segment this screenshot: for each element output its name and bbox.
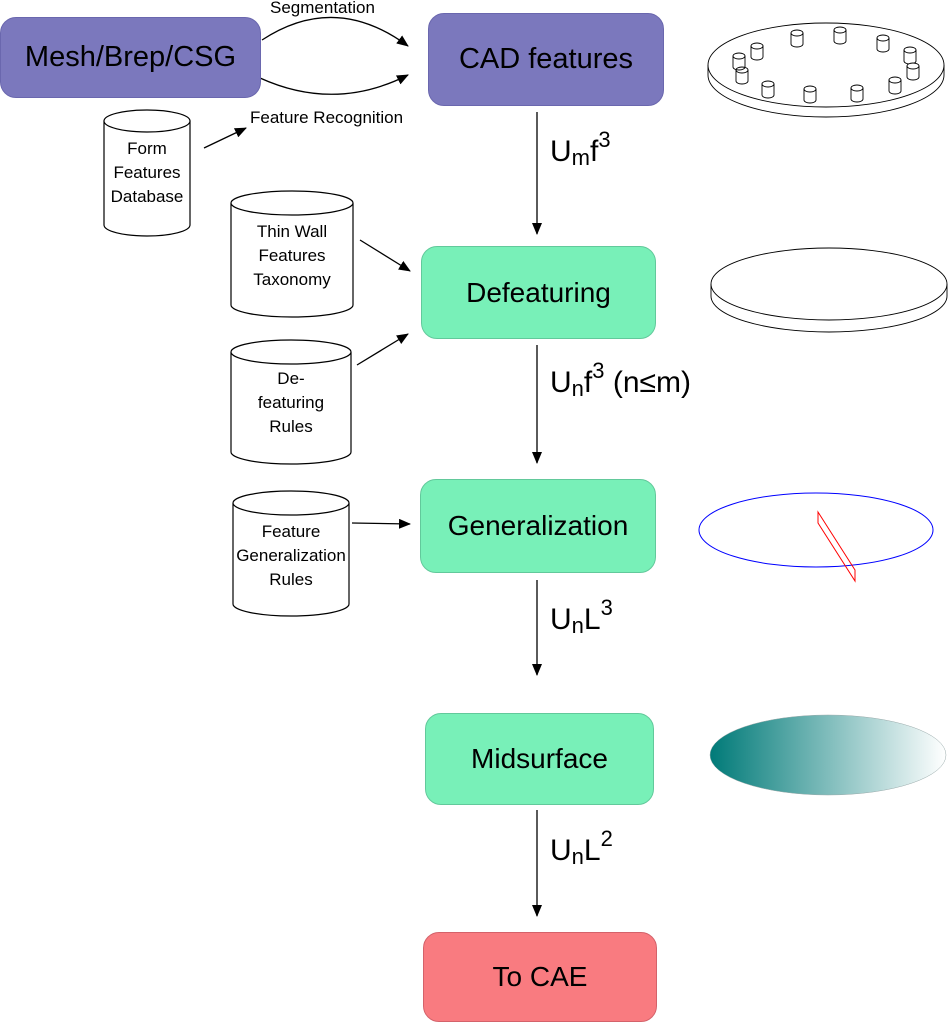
cad-features-node: CAD features (428, 13, 664, 106)
form-features-database-label: Form Features Database (110, 139, 184, 206)
defeatured-disc-illustration (710, 247, 948, 333)
to-cae-label: To CAE (492, 961, 588, 992)
recognition-arrow (259, 74, 409, 95)
mesh-brep-csg-node: Mesh/Brep/CSG (0, 17, 261, 98)
thin-wall-database-icon (230, 190, 354, 318)
defeaturing-rules-database-label: De- featuring Rules (257, 369, 325, 436)
segmentation-label: Segmentation (270, 0, 375, 17)
cad-features-illustration (707, 22, 945, 118)
thin-wall-database-label: Thin Wall Features Taxonomy (253, 222, 331, 289)
transition-label-1: Umf3 (550, 127, 611, 170)
mesh-brep-csg-label: Mesh/Brep/CSG (24, 41, 237, 73)
transition-label-3: UnL3 (550, 595, 613, 638)
segmentation-arrow (261, 16, 409, 47)
generalization-node: Generalization (420, 479, 656, 573)
to-cae-node: To CAE (423, 932, 657, 1022)
database-to-recognition-arrow (203, 127, 247, 149)
transition-label-2: Unf3 (n≤m) (550, 358, 691, 401)
generalization-rules-arrow (351, 518, 411, 529)
defeaturing-label: Defeaturing (466, 276, 611, 308)
generalization-rules-database-icon (232, 490, 350, 617)
cad-features-label: CAD features (458, 43, 634, 75)
midsurface-label: Midsurface (471, 743, 608, 774)
defeaturing-rules-database-icon (230, 339, 352, 465)
form-features-database-icon (103, 109, 191, 237)
generalization-illustration (698, 492, 934, 583)
feature-recognition-label: Feature Recognition (250, 108, 404, 127)
taxonomy-arrow (359, 239, 411, 272)
transition-label-4: UnL2 (550, 826, 613, 869)
generalization-label: Generalization (447, 510, 629, 541)
midsurface-illustration (709, 714, 947, 796)
midsurface-node: Midsurface (425, 713, 654, 805)
defeaturing-node: Defeaturing (421, 246, 656, 339)
generalization-rules-database-label: Feature Generalization Rules (236, 522, 346, 589)
rules-arrow (356, 333, 409, 366)
